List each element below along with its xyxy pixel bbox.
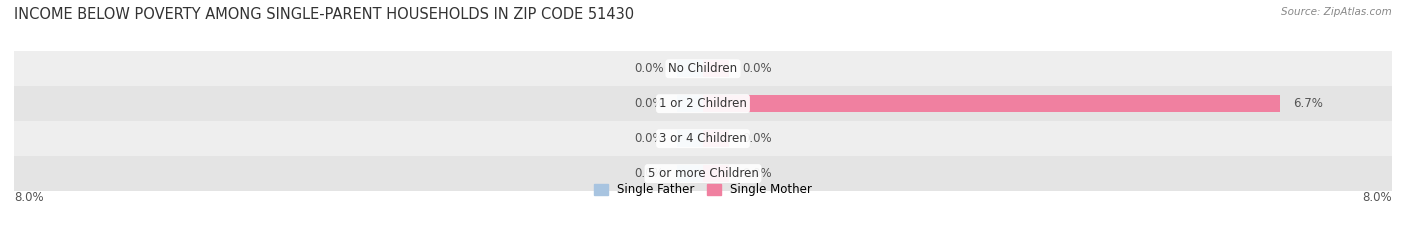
Text: 0.0%: 0.0% bbox=[634, 62, 664, 75]
Bar bbox=[14, 86, 1392, 121]
Text: Source: ZipAtlas.com: Source: ZipAtlas.com bbox=[1281, 7, 1392, 17]
Text: 8.0%: 8.0% bbox=[1362, 191, 1392, 204]
Text: 6.7%: 6.7% bbox=[1294, 97, 1323, 110]
Text: INCOME BELOW POVERTY AMONG SINGLE-PARENT HOUSEHOLDS IN ZIP CODE 51430: INCOME BELOW POVERTY AMONG SINGLE-PARENT… bbox=[14, 7, 634, 22]
Text: 1 or 2 Children: 1 or 2 Children bbox=[659, 97, 747, 110]
Bar bbox=[703, 60, 728, 77]
Text: No Children: No Children bbox=[668, 62, 738, 75]
Bar bbox=[678, 60, 703, 77]
Bar bbox=[14, 156, 1392, 191]
Text: 0.0%: 0.0% bbox=[634, 132, 664, 145]
Bar bbox=[703, 95, 1279, 113]
Text: 0.0%: 0.0% bbox=[742, 167, 772, 180]
Text: 0.0%: 0.0% bbox=[634, 97, 664, 110]
Bar bbox=[678, 165, 703, 182]
Text: 8.0%: 8.0% bbox=[14, 191, 44, 204]
Bar bbox=[678, 95, 703, 113]
Legend: Single Father, Single Mother: Single Father, Single Mother bbox=[593, 183, 813, 196]
Bar bbox=[14, 121, 1392, 156]
Text: 5 or more Children: 5 or more Children bbox=[648, 167, 758, 180]
Bar bbox=[703, 165, 728, 182]
Bar bbox=[703, 130, 728, 147]
Text: 0.0%: 0.0% bbox=[742, 62, 772, 75]
Bar bbox=[14, 51, 1392, 86]
Text: 3 or 4 Children: 3 or 4 Children bbox=[659, 132, 747, 145]
Text: 0.0%: 0.0% bbox=[634, 167, 664, 180]
Bar bbox=[678, 130, 703, 147]
Text: 0.0%: 0.0% bbox=[742, 132, 772, 145]
